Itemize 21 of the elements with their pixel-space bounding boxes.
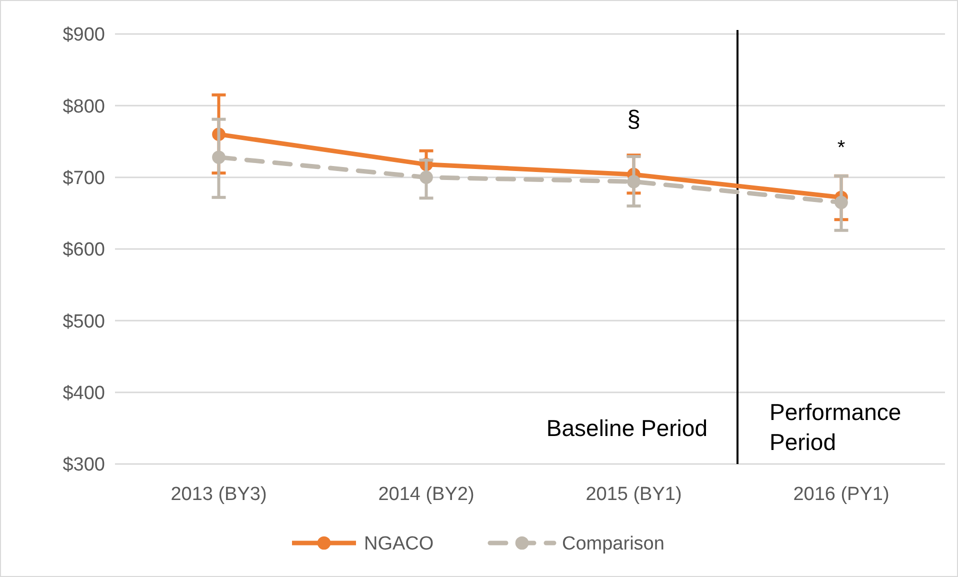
point (627, 174, 640, 188)
y-tick-label: $600 (62, 240, 105, 261)
x-tick-label: 2015 (BY1) (586, 484, 682, 505)
point (212, 150, 226, 164)
annotation: Baseline Period (546, 415, 708, 441)
annotation: Performance Period (770, 399, 902, 455)
x-tick-label: 2014 (BY2) (378, 484, 474, 505)
annotation: § (627, 106, 640, 134)
point (834, 196, 848, 210)
legend-label: Comparison (562, 534, 664, 555)
annotation: * (837, 136, 846, 159)
y-tick-label: $800 (62, 96, 105, 118)
y-tick-label: $400 (62, 382, 105, 404)
legend-label: NGACO (364, 534, 434, 555)
y-tick-label: $700 (62, 168, 105, 189)
point (420, 170, 433, 184)
y-tick-label: $900 (62, 24, 105, 46)
y-tick-label: $300 (62, 454, 105, 476)
x-tick-label: 2016 (PY1) (793, 484, 890, 505)
y-tick-label: $500 (62, 311, 105, 332)
x-tick-label: 2013 (BY3) (170, 484, 267, 505)
